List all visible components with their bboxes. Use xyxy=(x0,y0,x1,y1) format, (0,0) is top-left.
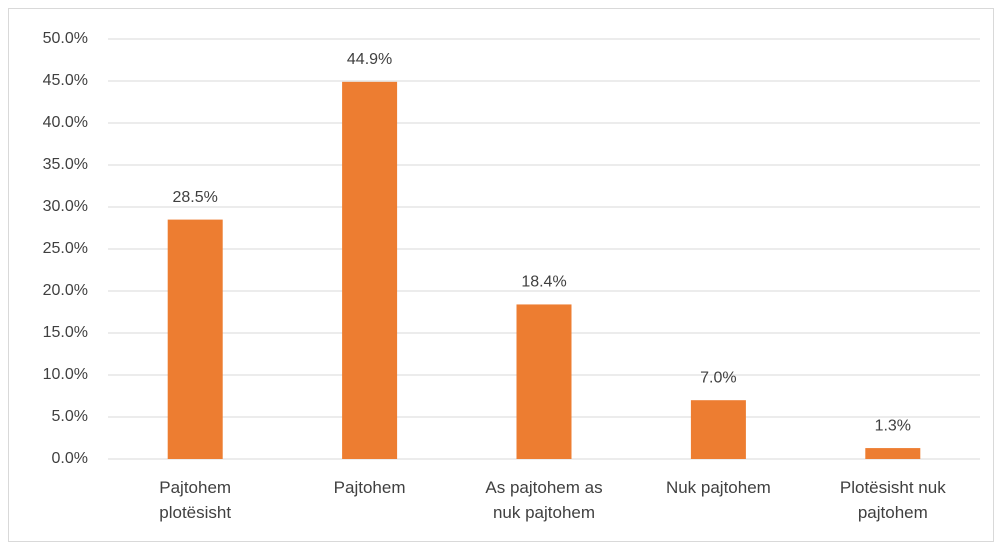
data-label: 18.4% xyxy=(521,274,566,291)
y-tick-label: 0.0% xyxy=(52,450,88,467)
y-tick-label: 40.0% xyxy=(43,114,88,131)
x-tick-label: Nuk pajtohem xyxy=(665,478,771,497)
data-label: 1.3% xyxy=(875,417,911,434)
y-tick-label: 35.0% xyxy=(43,156,88,173)
x-tick-label: Plotësisht nuk pajtohem xyxy=(839,478,946,522)
data-label: 44.9% xyxy=(347,51,392,68)
bar xyxy=(516,304,572,459)
x-tick-label: Pajtohem plotësisht xyxy=(159,478,232,522)
y-tick-label: 50.0% xyxy=(43,30,88,47)
x-tick-label: As pajtohem as nuk pajtohem xyxy=(485,478,603,522)
y-tick-label: 30.0% xyxy=(43,198,88,215)
chart-border xyxy=(8,8,994,542)
y-tick-label: 45.0% xyxy=(43,72,88,89)
bar xyxy=(865,448,921,459)
y-tick-label: 15.0% xyxy=(43,324,88,341)
x-tick-label: Pajtohem xyxy=(333,478,406,497)
bar xyxy=(690,400,746,459)
bar xyxy=(342,81,398,459)
data-label: 7.0% xyxy=(700,369,736,386)
bar xyxy=(167,219,223,459)
y-tick-label: 5.0% xyxy=(52,408,88,425)
y-tick-label: 25.0% xyxy=(43,240,88,257)
data-label: 28.5% xyxy=(173,189,218,206)
y-tick-label: 20.0% xyxy=(43,282,88,299)
y-tick-label: 10.0% xyxy=(43,366,88,383)
